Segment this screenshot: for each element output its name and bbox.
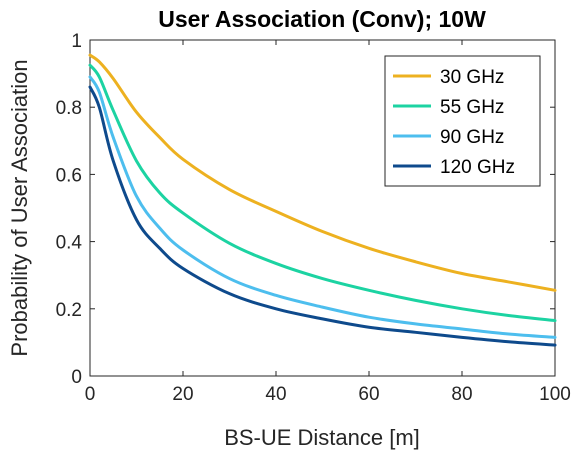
y-tick-label: 0.2	[56, 300, 82, 321]
legend-box	[384, 55, 541, 187]
x-tick-label: 20	[172, 384, 193, 405]
x-tick-label: 60	[358, 384, 379, 405]
x-axis-label: BS-UE Distance [m]	[224, 425, 420, 450]
series-line-3	[88, 85, 557, 347]
y-tick-label: 0.8	[56, 98, 82, 119]
y-tick-label: 0.4	[56, 233, 83, 254]
series-line-2	[88, 75, 557, 339]
x-tick-label: 80	[451, 384, 472, 405]
y-tick-label: 1	[71, 31, 82, 52]
x-tick-label: 0	[85, 384, 96, 405]
series-line-0	[88, 53, 557, 292]
legend: 30 GHz 55 GHz 90 GHz 120 GHz	[384, 55, 541, 187]
x-tick-label: 100	[539, 384, 571, 405]
y-tick-label: 0	[71, 367, 82, 388]
legend-label-0: 30 GHz	[440, 67, 504, 88]
legend-label-1: 55 GHz	[440, 97, 504, 118]
chart-title: User Association (Conv); 10W	[158, 6, 486, 32]
x-tick-label: 40	[265, 384, 286, 405]
y-tick-label: 0.6	[56, 165, 82, 186]
series-line-1	[88, 63, 557, 323]
y-axis-label: Probability of User Association	[7, 59, 32, 356]
legend-label-2: 90 GHz	[440, 127, 504, 148]
legend-label-3: 120 GHz	[440, 157, 515, 178]
